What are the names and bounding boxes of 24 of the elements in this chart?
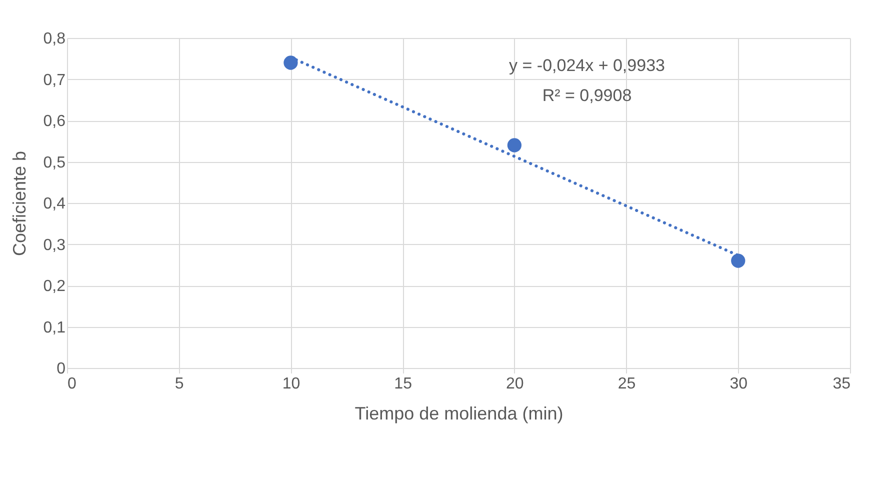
x-tick-label: 25 [618, 376, 636, 392]
y-axis-title: Coeficiente b [9, 150, 30, 256]
y-tick-label: 0,4 [43, 196, 66, 212]
x-tick-label: 20 [506, 376, 524, 392]
point [731, 254, 746, 268]
y-tick-label: 0,8 [43, 30, 66, 48]
annotation: R² = 0,9908 [542, 86, 632, 105]
x-tick-label: 30 [730, 376, 748, 392]
x-axis-title: Tiempo de molienda (min) [354, 404, 564, 424]
x-tick-label: 15 [394, 376, 412, 392]
x-tick-label: 10 [282, 376, 300, 392]
y-tick-label: 0,3 [43, 236, 66, 254]
y-tick-label: 0,1 [43, 319, 66, 336]
y-tick-label: 0,2 [43, 278, 66, 295]
x-tick-label: 35 [832, 376, 851, 392]
x-tick-label: 0 [68, 376, 76, 392]
x-tick-label: 5 [174, 376, 184, 392]
y-tick-label: 0,7 [43, 72, 66, 89]
point [507, 138, 522, 152]
y-tick-label: 0,6 [43, 113, 66, 130]
y-tick-label: 0,5 [43, 154, 66, 172]
point [284, 56, 298, 70]
annotation: y = -0,024x + 0,9933 [509, 56, 665, 75]
y-tick-label: 0 [56, 360, 66, 378]
